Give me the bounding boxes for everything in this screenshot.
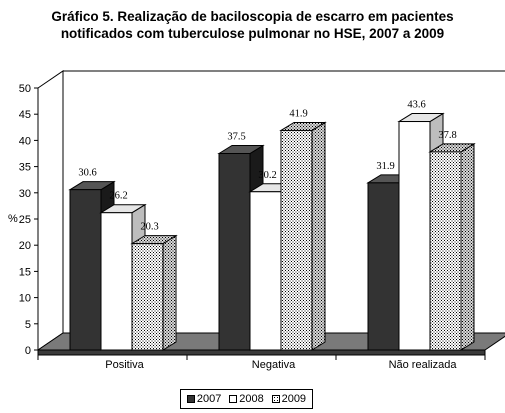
bar-front (367, 182, 400, 351)
bar-front (398, 121, 431, 351)
legend-item-2009: 2009 (271, 393, 307, 405)
y-tick-label: 35 (19, 162, 31, 174)
chart-title-line-2: notificados com tuberculose pulmonar no … (60, 26, 445, 41)
y-tick-label: 50 (19, 83, 31, 95)
data-label: 30.2 (258, 170, 276, 181)
y-tick-label: 0 (25, 345, 31, 357)
legend-item-2007: 2007 (186, 393, 222, 405)
legend-label-2008: 2008 (239, 393, 264, 405)
y-tick-label: 10 (19, 293, 31, 305)
side-wall (37, 70, 64, 351)
chart-title: Gráfico 5. Realização de baciloscopia de… (0, 8, 505, 42)
legend-label-2007: 2007 (196, 393, 222, 405)
legend-item-2008: 2008 (229, 393, 264, 405)
x-tick-label: Positiva (105, 359, 144, 371)
floor-front-edge (37, 349, 486, 356)
data-label: 37.8 (438, 130, 456, 141)
data-label: 41.9 (289, 108, 307, 119)
bar-front (218, 153, 251, 351)
y-tick-label: 40 (19, 135, 31, 147)
data-label: 26.2 (109, 191, 127, 202)
bar-front (69, 189, 102, 351)
legend: 2007 2008 2009 (180, 389, 313, 409)
bar-front (280, 129, 313, 351)
bar-2009-1 (279, 121, 327, 351)
data-label: 37.5 (227, 132, 245, 143)
data-label: 43.6 (407, 100, 425, 111)
bar-side (311, 121, 326, 351)
y-axis-label: % (8, 213, 18, 225)
bar-front (131, 243, 164, 351)
bar-front (249, 191, 282, 351)
bar-side (460, 143, 475, 351)
y-tick-label: 15 (19, 266, 31, 278)
bar-2009-0 (130, 234, 178, 351)
data-label: 20.3 (140, 222, 158, 233)
data-label: 31.9 (376, 161, 394, 172)
bar-side (162, 234, 177, 351)
x-tick-label: Não realizada (389, 359, 458, 371)
legend-label-2009: 2009 (281, 393, 307, 405)
data-label: 30.6 (78, 168, 96, 179)
legend-swatch-2007 (186, 395, 195, 403)
bar-2009-2 (428, 143, 476, 351)
bar-front (429, 151, 462, 351)
y-tick-label: 20 (19, 240, 31, 252)
y-tick-label: 5 (25, 319, 31, 331)
legend-swatch-2009 (271, 395, 280, 403)
x-tick-label: Negativa (252, 359, 296, 371)
chart-title-line-1: Gráfico 5. Realização de baciloscopia de… (51, 9, 454, 24)
bar-front (100, 212, 133, 351)
y-tick-label: 25 (19, 214, 31, 226)
y-tick-label: 45 (19, 109, 31, 121)
legend-swatch-2008 (229, 395, 238, 403)
y-tick-label: 30 (19, 188, 31, 200)
